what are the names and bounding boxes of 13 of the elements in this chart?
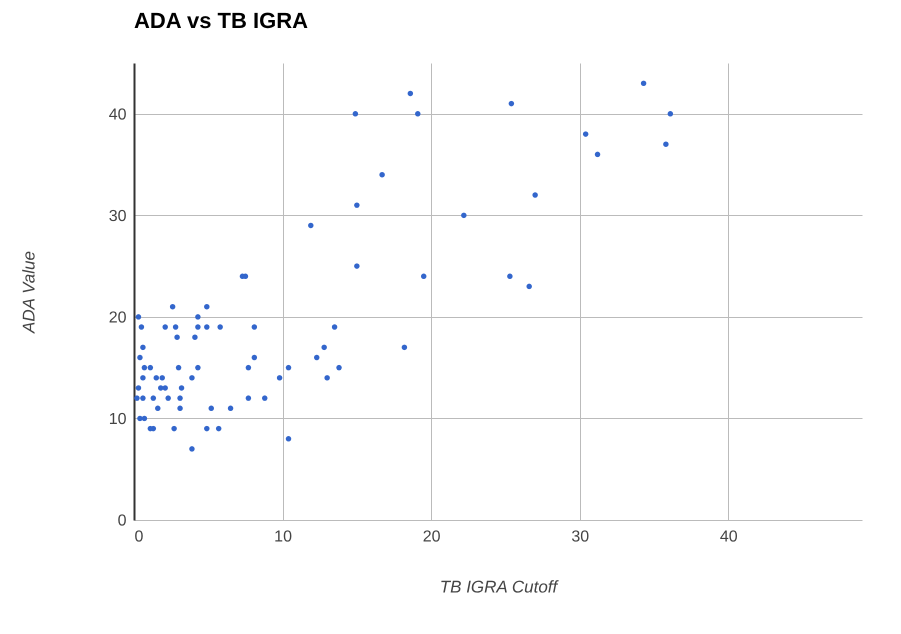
x-tick-label: 10 — [274, 528, 292, 546]
y-axis-title: ADA Value — [20, 251, 39, 334]
x-tick-label: 40 — [720, 528, 738, 546]
chart-title: ADA vs TB IGRA — [134, 8, 308, 33]
y-tick-label: 40 — [108, 106, 127, 124]
x-axis-title: TB IGRA Cutoff — [440, 578, 560, 596]
y-tick-label: 20 — [108, 309, 127, 326]
y-tick-label: 0 — [118, 512, 127, 530]
x-tick-label: 30 — [571, 528, 590, 546]
x-tick-label: 0 — [134, 528, 144, 546]
y-tick-label: 10 — [108, 410, 127, 428]
x-tick-label: 20 — [422, 528, 441, 546]
y-tick-label: 30 — [108, 208, 127, 225]
